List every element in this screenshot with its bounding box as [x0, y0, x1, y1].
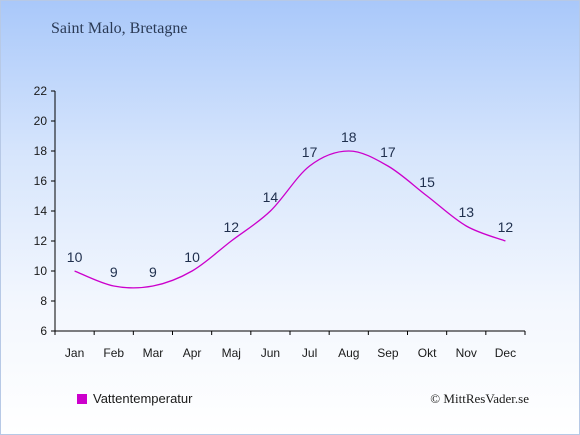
data-label: 10 — [67, 249, 83, 265]
x-tick-label: Jul — [302, 346, 317, 360]
data-label: 13 — [458, 204, 474, 220]
legend-label: Vattentemperatur — [93, 391, 193, 406]
legend: Vattentemperatur — [77, 391, 192, 406]
data-label: 10 — [184, 249, 200, 265]
y-tick-label: 12 — [34, 234, 48, 248]
data-label: 15 — [419, 174, 435, 190]
series-line-vattentemperatur — [74, 150, 506, 289]
credit-text: © MittResVader.se — [430, 391, 529, 406]
data-label: 14 — [263, 189, 279, 205]
x-tick-label: Mar — [143, 346, 164, 360]
y-tick-label: 10 — [34, 264, 48, 278]
series-group — [74, 150, 506, 289]
data-label: 17 — [302, 144, 318, 160]
data-label: 18 — [341, 129, 357, 145]
x-tick-label: Apr — [183, 346, 202, 360]
y-tick-label: 6 — [40, 324, 47, 338]
y-tick-label: 14 — [34, 204, 48, 218]
x-tick-label: Jun — [261, 346, 280, 360]
chart-axes: 6 8 10 12 14 16 18 20 22 Jan Feb Mar Apr Maj Jun Jul Aug… — [34, 84, 526, 360]
x-tick-label: Aug — [338, 346, 359, 360]
y-tick-label: 8 — [40, 294, 47, 308]
x-tick-label: Dec — [495, 346, 516, 360]
data-label: 12 — [223, 219, 239, 235]
x-tick-label: Nov — [456, 346, 477, 360]
data-label-group: 10 9 9 10 12 14 17 18 17 15 13 12 — [67, 129, 514, 280]
chart-title: Saint Malo, Bretagne — [51, 20, 188, 37]
x-tick-label: Feb — [103, 346, 124, 360]
data-label: 9 — [110, 264, 118, 280]
x-tick-label: Okt — [418, 346, 437, 360]
y-tick-label: 22 — [34, 84, 48, 98]
x-tick-label: Maj — [222, 346, 241, 360]
x-tick-label: Sep — [377, 346, 399, 360]
data-label: 9 — [149, 264, 157, 280]
data-label: 17 — [380, 144, 396, 160]
legend-swatch — [77, 393, 87, 404]
y-tick-label: 20 — [34, 114, 48, 128]
y-tick-label: 18 — [34, 144, 48, 158]
data-label: 12 — [498, 219, 514, 235]
y-tick-label: 16 — [34, 174, 48, 188]
x-tick-label: Jan — [65, 346, 84, 360]
